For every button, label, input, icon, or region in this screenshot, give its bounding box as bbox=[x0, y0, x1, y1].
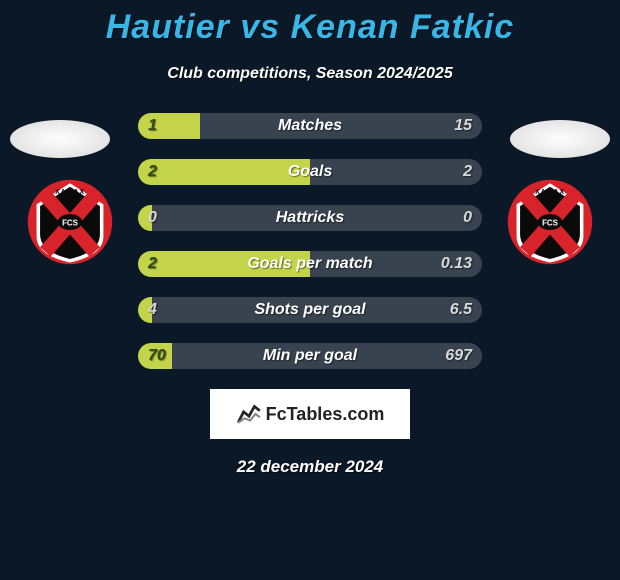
stat-bar-row: 4Shots per goal6.5 bbox=[138, 297, 482, 323]
bar-value-right: 0 bbox=[463, 205, 472, 231]
bar-label-center: Goals per match bbox=[138, 251, 482, 277]
bar-value-right: 2 bbox=[463, 159, 472, 185]
bar-value-right: 697 bbox=[445, 343, 472, 369]
bar-label-center: Matches bbox=[138, 113, 482, 139]
subtitle: Club competitions, Season 2024/2025 bbox=[0, 65, 620, 83]
bar-label-center: Hattricks bbox=[138, 205, 482, 231]
bar-label-center: Goals bbox=[138, 159, 482, 185]
bar-label-center: Shots per goal bbox=[138, 297, 482, 323]
svg-text:XAMAX: XAMAX bbox=[535, 189, 565, 196]
bar-value-right: 15 bbox=[454, 113, 472, 139]
xamax-crest-icon: FCS XAMAX bbox=[506, 178, 594, 266]
stat-bars: 1Matches152Goals20Hattricks02Goals per m… bbox=[138, 113, 482, 369]
xamax-crest-icon: FCS XAMAX bbox=[26, 178, 114, 266]
page-title: Hautier vs Kenan Fatkic bbox=[0, 0, 620, 47]
bar-value-right: 0.13 bbox=[441, 251, 472, 277]
stat-bar-row: 70Min per goal697 bbox=[138, 343, 482, 369]
bar-label-center: Min per goal bbox=[138, 343, 482, 369]
date-text: 22 december 2024 bbox=[0, 457, 620, 477]
player-placeholder-right bbox=[510, 120, 610, 158]
player-placeholder-left bbox=[10, 120, 110, 158]
bar-value-right: 6.5 bbox=[450, 297, 472, 323]
stat-bar-row: 0Hattricks0 bbox=[138, 205, 482, 231]
svg-text:FCS: FCS bbox=[542, 219, 558, 228]
brand-text: FcTables.com bbox=[266, 404, 385, 425]
chart-icon bbox=[236, 401, 262, 427]
stat-bar-row: 2Goals2 bbox=[138, 159, 482, 185]
svg-text:XAMAX: XAMAX bbox=[55, 189, 85, 196]
stat-bar-row: 2Goals per match0.13 bbox=[138, 251, 482, 277]
club-crest-right: FCS XAMAX bbox=[506, 178, 594, 266]
brand-box: FcTables.com bbox=[210, 389, 410, 439]
club-crest-left: FCS XAMAX bbox=[26, 178, 114, 266]
stat-bar-row: 1Matches15 bbox=[138, 113, 482, 139]
svg-text:FCS: FCS bbox=[62, 219, 78, 228]
